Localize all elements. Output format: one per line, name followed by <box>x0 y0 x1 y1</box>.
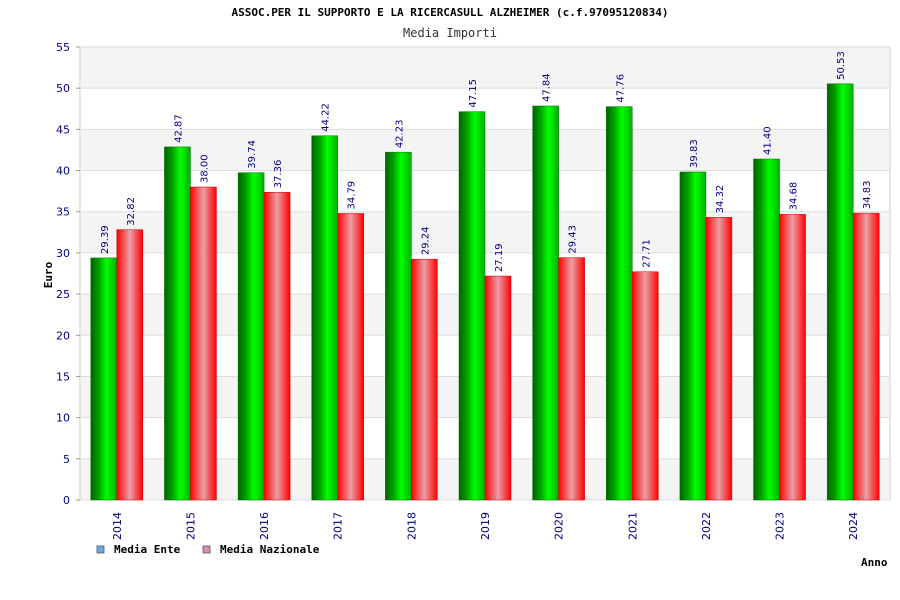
bar-media-nazionale-2022 <box>705 217 733 501</box>
grid-band <box>81 47 889 89</box>
data-label: 47.84 <box>542 73 553 102</box>
y-tick-label: 20 <box>56 329 70 342</box>
data-label: 47.15 <box>468 79 479 108</box>
y-tick-label: 50 <box>56 82 70 95</box>
bar-media-nazionale-2017 <box>337 213 364 501</box>
data-label: 29.39 <box>100 225 111 254</box>
y-axis-title: Euro <box>42 261 55 288</box>
data-label: 39.74 <box>247 140 258 169</box>
legend-label-media-ente: Media Ente <box>114 543 181 556</box>
x-axis-ticks: 2014 2015 2016 2017 2018 2019 2020 2021 2022 2023… <box>111 512 860 540</box>
bar-media-ente-2021 <box>606 106 633 501</box>
y-tick-label: 30 <box>56 247 70 260</box>
x-tick-label: 2021 <box>626 512 639 540</box>
data-label: 41.40 <box>763 126 774 155</box>
data-label: 38.00 <box>199 154 210 183</box>
y-tick-label: 0 <box>63 494 70 507</box>
y-tick-label: 5 <box>63 453 70 466</box>
x-tick-label: 2016 <box>258 512 271 540</box>
data-label: 34.79 <box>347 181 358 210</box>
bar-media-nazionale-2020 <box>558 257 585 501</box>
bar-media-ente-2014 <box>90 257 118 501</box>
x-tick-label: 2018 <box>405 512 418 540</box>
chart-title: ASSOC.PER IL SUPPORTO E LA RICERCASULL A… <box>231 6 668 19</box>
bar-media-nazionale-2015 <box>190 186 217 501</box>
data-label: 37.36 <box>273 160 284 189</box>
data-label: 29.24 <box>420 227 431 256</box>
bar-media-ente-2022 <box>679 171 707 501</box>
y-tick-label: 40 <box>56 165 70 178</box>
data-label: 32.82 <box>126 197 137 226</box>
data-label: 34.68 <box>789 182 800 211</box>
x-tick-label: 2017 <box>332 512 345 540</box>
legend: Media Ente Media Nazionale <box>96 543 320 556</box>
bar-media-nazionale-2019 <box>484 275 512 501</box>
bar-media-nazionale-2021 <box>632 271 659 501</box>
bar-media-ente-2015 <box>164 146 191 501</box>
chart-subtitle: Media Importi <box>403 26 497 40</box>
data-label: 27.71 <box>641 239 652 268</box>
data-label: 39.83 <box>689 139 700 168</box>
legend-swatch-media-ente <box>96 545 105 554</box>
data-label: 29.43 <box>568 225 579 254</box>
y-tick-label: 55 <box>56 41 70 54</box>
data-label: 34.83 <box>862 180 873 209</box>
data-label: 47.76 <box>615 74 626 103</box>
data-label: 27.19 <box>494 243 505 272</box>
legend-swatch-media-nazionale <box>202 545 211 554</box>
bar-media-ente-2020 <box>532 105 559 501</box>
x-tick-label: 2023 <box>774 512 787 540</box>
data-labels-layer: 29.39 32.82 42.87 38.00 39.74 37.36 44.22 34.79… <box>100 51 873 272</box>
data-label: 34.32 <box>715 185 726 214</box>
x-tick-label: 2020 <box>553 512 566 540</box>
x-tick-label: 2024 <box>847 512 860 540</box>
legend-label-media-nazionale: Media Nazionale <box>220 543 320 556</box>
y-tick-label: 35 <box>56 206 70 219</box>
y-tick-label: 10 <box>56 412 70 425</box>
bar-media-nazionale-2023 <box>779 214 806 501</box>
y-tick-label: 45 <box>56 123 70 136</box>
data-label: 50.53 <box>836 51 847 80</box>
bar-media-ente-2024 <box>826 83 854 501</box>
bar-media-ente-2016 <box>237 172 265 501</box>
data-label: 42.23 <box>394 120 405 149</box>
bars-layer <box>90 83 880 501</box>
data-label: 42.87 <box>173 114 184 143</box>
x-axis-title: Anno <box>861 556 888 569</box>
x-tick-label: 2014 <box>111 512 124 540</box>
bar-media-nazionale-2016 <box>263 192 291 501</box>
bar-media-ente-2023 <box>753 158 780 501</box>
x-tick-label: 2022 <box>700 512 713 540</box>
y-axis-ticks: 0 5 10 15 20 25 30 35 40 45 50 55 <box>56 41 80 507</box>
bar-media-nazionale-2024 <box>852 212 880 501</box>
data-label: 44.22 <box>321 103 332 132</box>
bar-media-ente-2019 <box>458 111 486 501</box>
y-tick-label: 15 <box>56 370 70 383</box>
bar-media-nazionale-2014 <box>116 229 144 501</box>
x-tick-label: 2015 <box>184 512 197 540</box>
x-tick-label: 2019 <box>479 512 492 540</box>
y-tick-label: 25 <box>56 288 70 301</box>
bar-media-nazionale-2018 <box>411 258 438 501</box>
bar-media-ente-2017 <box>311 135 338 501</box>
bar-media-ente-2018 <box>385 151 412 501</box>
